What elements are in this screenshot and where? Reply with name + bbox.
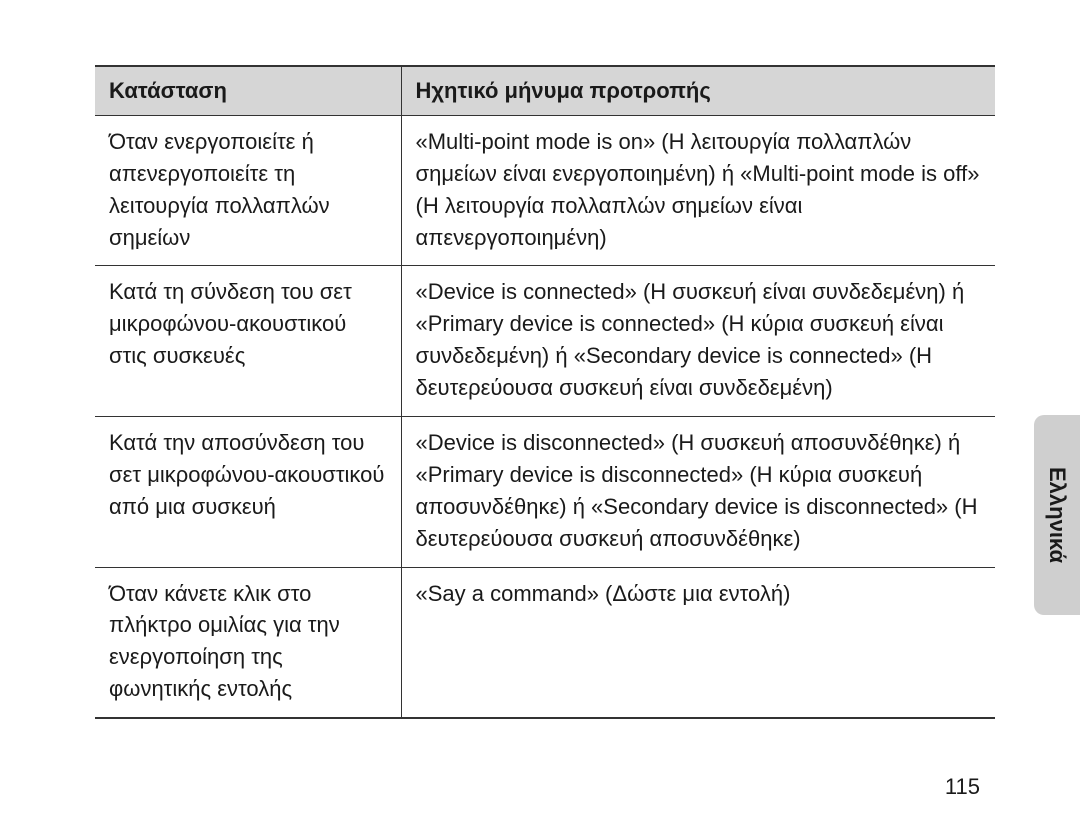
message-cell: «Device is connected» (Η συσκευή είναι σ…	[401, 266, 995, 417]
table-row: Όταν κάνετε κλικ στο πλήκτρο ομιλίας για…	[95, 567, 995, 718]
table-header-status: Κατάσταση	[95, 66, 401, 115]
message-cell: «Say a command» (Δώστε μια εντολή)	[401, 567, 995, 718]
status-cell: Όταν κάνετε κλικ στο πλήκτρο ομιλίας για…	[95, 567, 401, 718]
message-cell: «Device is disconnected» (Η συσκευή αποσ…	[401, 417, 995, 568]
table-row: Κατά τη σύνδεση του σετ μικροφώνου-ακουσ…	[95, 266, 995, 417]
page-number: 115	[945, 774, 980, 800]
table-header-row: Κατάσταση Ηχητικό μήνυμα προτροπής	[95, 66, 995, 115]
message-cell: «Multi-point mode is on» (Η λειτουργία π…	[401, 115, 995, 266]
table-row: Κατά την αποσύνδεση του σετ μικροφώνου-α…	[95, 417, 995, 568]
prompts-table: Κατάσταση Ηχητικό μήνυμα προτροπής Όταν …	[95, 65, 995, 719]
table-header-message: Ηχητικό μήνυμα προτροπής	[401, 66, 995, 115]
status-cell: Κατά τη σύνδεση του σετ μικροφώνου-ακουσ…	[95, 266, 401, 417]
status-cell: Κατά την αποσύνδεση του σετ μικροφώνου-α…	[95, 417, 401, 568]
manual-page: Κατάσταση Ηχητικό μήνυμα προτροπής Όταν …	[0, 0, 1080, 840]
language-side-tab: Ελληνικά	[1034, 415, 1080, 615]
table-row: Όταν ενεργοποιείτε ή απενεργοποιείτε τη …	[95, 115, 995, 266]
status-cell: Όταν ενεργοποιείτε ή απενεργοποιείτε τη …	[95, 115, 401, 266]
side-tab-label: Ελληνικά	[1044, 467, 1070, 563]
